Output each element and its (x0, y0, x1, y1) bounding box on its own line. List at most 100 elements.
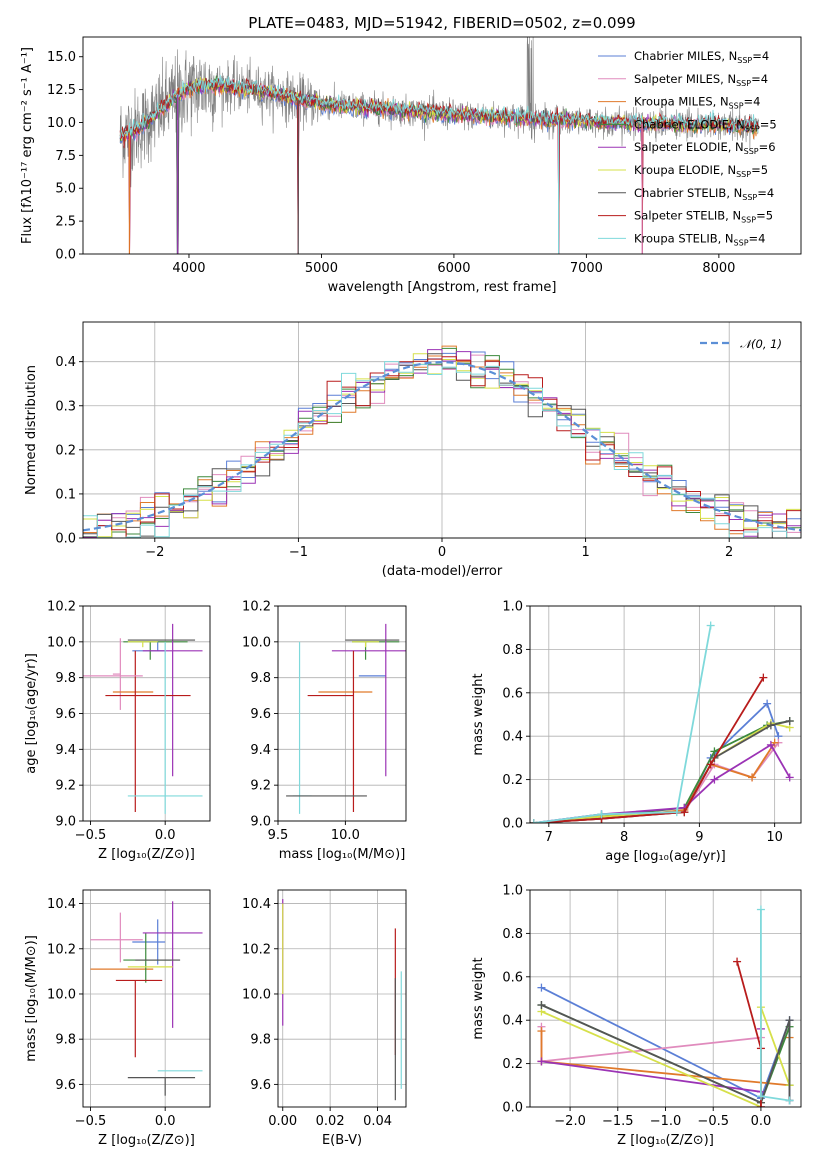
axes-frame (82, 321, 802, 539)
plot-marks (119, 37, 759, 254)
y-tick-label: 0.0 (55, 532, 76, 547)
axes-frame (82, 605, 211, 822)
series-line (541, 1004, 791, 1104)
y-axis-label: Flux [fλ10⁻¹⁷ erg cm⁻² s⁻¹ A⁻¹] (20, 47, 35, 244)
panel-massweight_vs_Z: −2.0 −1.5 −1.0 −0.5 0.0 0.0 0.2 0.4 0.6 0.8 1.0 Z [… (471, 884, 802, 1148)
y-tick-label: 9.8 (55, 671, 76, 686)
spectrum-model-line (119, 74, 759, 139)
y-tick-label: 0.2 (502, 773, 523, 788)
plot-marks (83, 345, 801, 538)
series-marker (537, 1057, 546, 1066)
legend-label: Kroupa ELODIE, NSSP=5 (634, 163, 768, 179)
series-marker (537, 1027, 546, 1036)
y-axis-label: mass weight (471, 673, 486, 755)
normal-curve (83, 360, 801, 532)
errorbar-point (142, 901, 203, 1028)
x-tick-label: 0.0 (751, 1114, 772, 1129)
y-tick-label: 12.5 (47, 83, 76, 98)
x-axis-label: E(B-V) (322, 1133, 362, 1148)
series-marker (763, 699, 772, 708)
y-tick-label: 10.4 (47, 897, 76, 912)
y-tick-label: 9.0 (250, 815, 271, 830)
series-line (736, 961, 762, 1107)
x-tick-label: 8000 (702, 261, 735, 276)
plot-marks (537, 905, 794, 1107)
x-tick-label: 9 (695, 830, 703, 845)
series-marker (706, 621, 715, 630)
series-marker (756, 905, 765, 914)
y-axis-label: Normed distribution (24, 365, 39, 495)
y-tick-label: 10.0 (242, 987, 271, 1002)
x-tick-label: 0.04 (363, 1114, 392, 1129)
x-axis-label: Z [log₁₀(Z/Z⊙)] (617, 1133, 714, 1148)
errorbar-point (292, 641, 312, 814)
errorbar-point (132, 641, 166, 652)
x-tick-label: −0.5 (75, 1114, 107, 1129)
axes-frame (277, 889, 407, 1108)
x-tick-label: 5000 (305, 261, 338, 276)
errorbar-point (127, 641, 203, 814)
legend-label: Kroupa MILES, NSSP=4 (634, 95, 760, 111)
x-axis-label: age [log₁₀(age/yr)] (605, 849, 726, 864)
y-tick-label: 0.8 (502, 643, 523, 658)
plot-area: 4000 5000 6000 7000 80000.02.55.07.510.012.5… (20, 36, 802, 1148)
y-tick-label: 0.0 (502, 817, 523, 832)
series-line (533, 743, 791, 823)
y-tick-label: 10.2 (242, 600, 271, 615)
errorbar-point (142, 623, 203, 777)
y-tick-label: 9.2 (250, 779, 271, 794)
y-axis-label: age [log₁₀(age/yr)] (24, 653, 39, 774)
errorbar-point (132, 919, 166, 965)
x-tick-label: 0.0 (155, 828, 176, 843)
panel-mass_vs_EBV: 0.00 0.02 0.04 9.6 9.8 10.0 10.2 10.4 E(B-V) (242, 889, 407, 1148)
series-marker (672, 808, 681, 817)
panel-spectrum: 4000 5000 6000 7000 8000 0.0 2.5 5.0 7.5 10.0 12.5… (20, 36, 802, 295)
errorbar-point (112, 638, 121, 710)
y-tick-label: 9.8 (250, 1033, 271, 1048)
series-marker (756, 1103, 765, 1107)
y-tick-label: 1.0 (502, 884, 523, 899)
y-tick-label: 10.4 (242, 897, 271, 912)
y-tick-label: 15.0 (47, 50, 76, 65)
x-tick-label: −1 (289, 545, 308, 560)
y-tick-label: 0.0 (502, 1101, 523, 1116)
series-marker (766, 740, 775, 749)
x-tick-label: 4000 (172, 261, 205, 276)
x-axis-label: wavelength [Angstrom, rest frame] (328, 280, 557, 295)
errorbar-point (331, 623, 406, 777)
y-tick-label: 0.1 (55, 487, 76, 502)
y-tick-label: 10.2 (47, 942, 76, 957)
x-tick-label: 9.5 (268, 828, 289, 843)
x-tick-label: 0 (438, 545, 446, 560)
x-axis-label: Z [log₁₀(Z/Z⊙)] (98, 847, 195, 862)
series-marker (733, 957, 742, 966)
y-tick-label: 1.0 (502, 600, 523, 615)
series-marker (785, 1016, 794, 1025)
axes-frame (529, 889, 802, 1108)
y-tick-label: 10.2 (47, 600, 76, 615)
panel-age_vs_Z: −0.5 0.0 9.0 9.2 9.4 9.6 9.8 10.0 10.2 Z [log₁₀(Z… (24, 600, 211, 862)
plot-marks (530, 621, 794, 823)
figure-title: PLATE=0483, MJD=51942, FIBERID=0502, z=0… (248, 14, 635, 32)
y-tick-label: 9.6 (250, 1078, 271, 1093)
y-tick-label: 7.5 (55, 149, 76, 164)
y-tick-label: 10.0 (242, 635, 271, 650)
legend-label: Chabrier ELODIE, NSSP=5 (634, 117, 777, 133)
errorbar-point (127, 1077, 196, 1096)
spectrum-legend: Chabrier MILES, NSSP=4 Salpeter MILES, NS… (598, 49, 777, 247)
legend-label: Salpeter ELODIE, NSSP=6 (634, 140, 776, 156)
x-tick-label: 7 (545, 830, 553, 845)
axes-frame (277, 605, 407, 822)
series-marker (597, 810, 606, 819)
y-tick-label: 9.6 (55, 1078, 76, 1093)
x-tick-label: 6000 (437, 261, 470, 276)
x-axis-label: (data-model)/error (382, 564, 503, 579)
y-tick-label: 0.2 (55, 443, 76, 458)
y-tick-label: 9.8 (55, 1033, 76, 1048)
x-tick-label: −0.5 (697, 1114, 729, 1129)
series-marker (530, 819, 538, 823)
panel-age_vs_mass: 9.5 10.0 9.0 9.2 9.4 9.6 9.8 10.0 10.2 mass [log₁… (242, 600, 407, 862)
legend-label: 𝒩(0, 1) (740, 337, 782, 351)
axes-frame (82, 889, 211, 1108)
